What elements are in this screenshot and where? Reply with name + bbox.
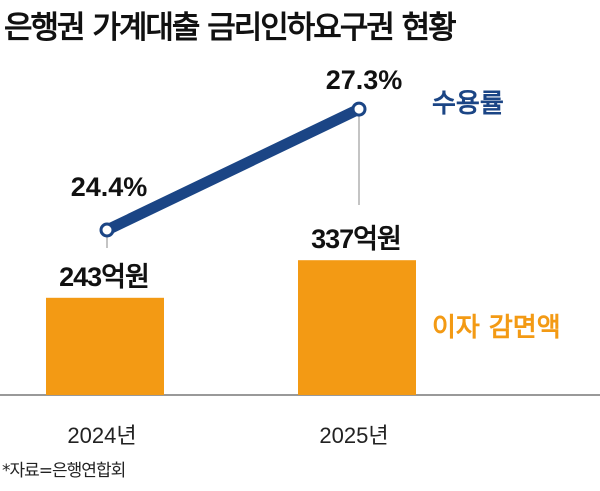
x-tick-label: 2024년	[67, 423, 136, 448]
legend-bar-label: 이자 감면액	[432, 313, 561, 343]
bar-2025년	[298, 260, 416, 395]
bar-value-label: 243억원	[59, 262, 149, 292]
line-point	[351, 101, 367, 117]
chart-title: 은행권 가계대출 금리인하요구권 현황	[4, 10, 457, 46]
source-note: *자료=은행연합회	[2, 461, 126, 481]
line-series-수용률	[101, 103, 365, 236]
x-tick-label: 2025년	[319, 423, 388, 448]
line-value-label: 27.3%	[326, 65, 403, 95]
legend-line-label: 수용률	[432, 89, 504, 119]
line-point	[99, 222, 115, 238]
line-value-label: 24.4%	[71, 172, 148, 202]
bar-value-label: 337억원	[311, 224, 401, 254]
bar-2024년	[46, 297, 164, 395]
